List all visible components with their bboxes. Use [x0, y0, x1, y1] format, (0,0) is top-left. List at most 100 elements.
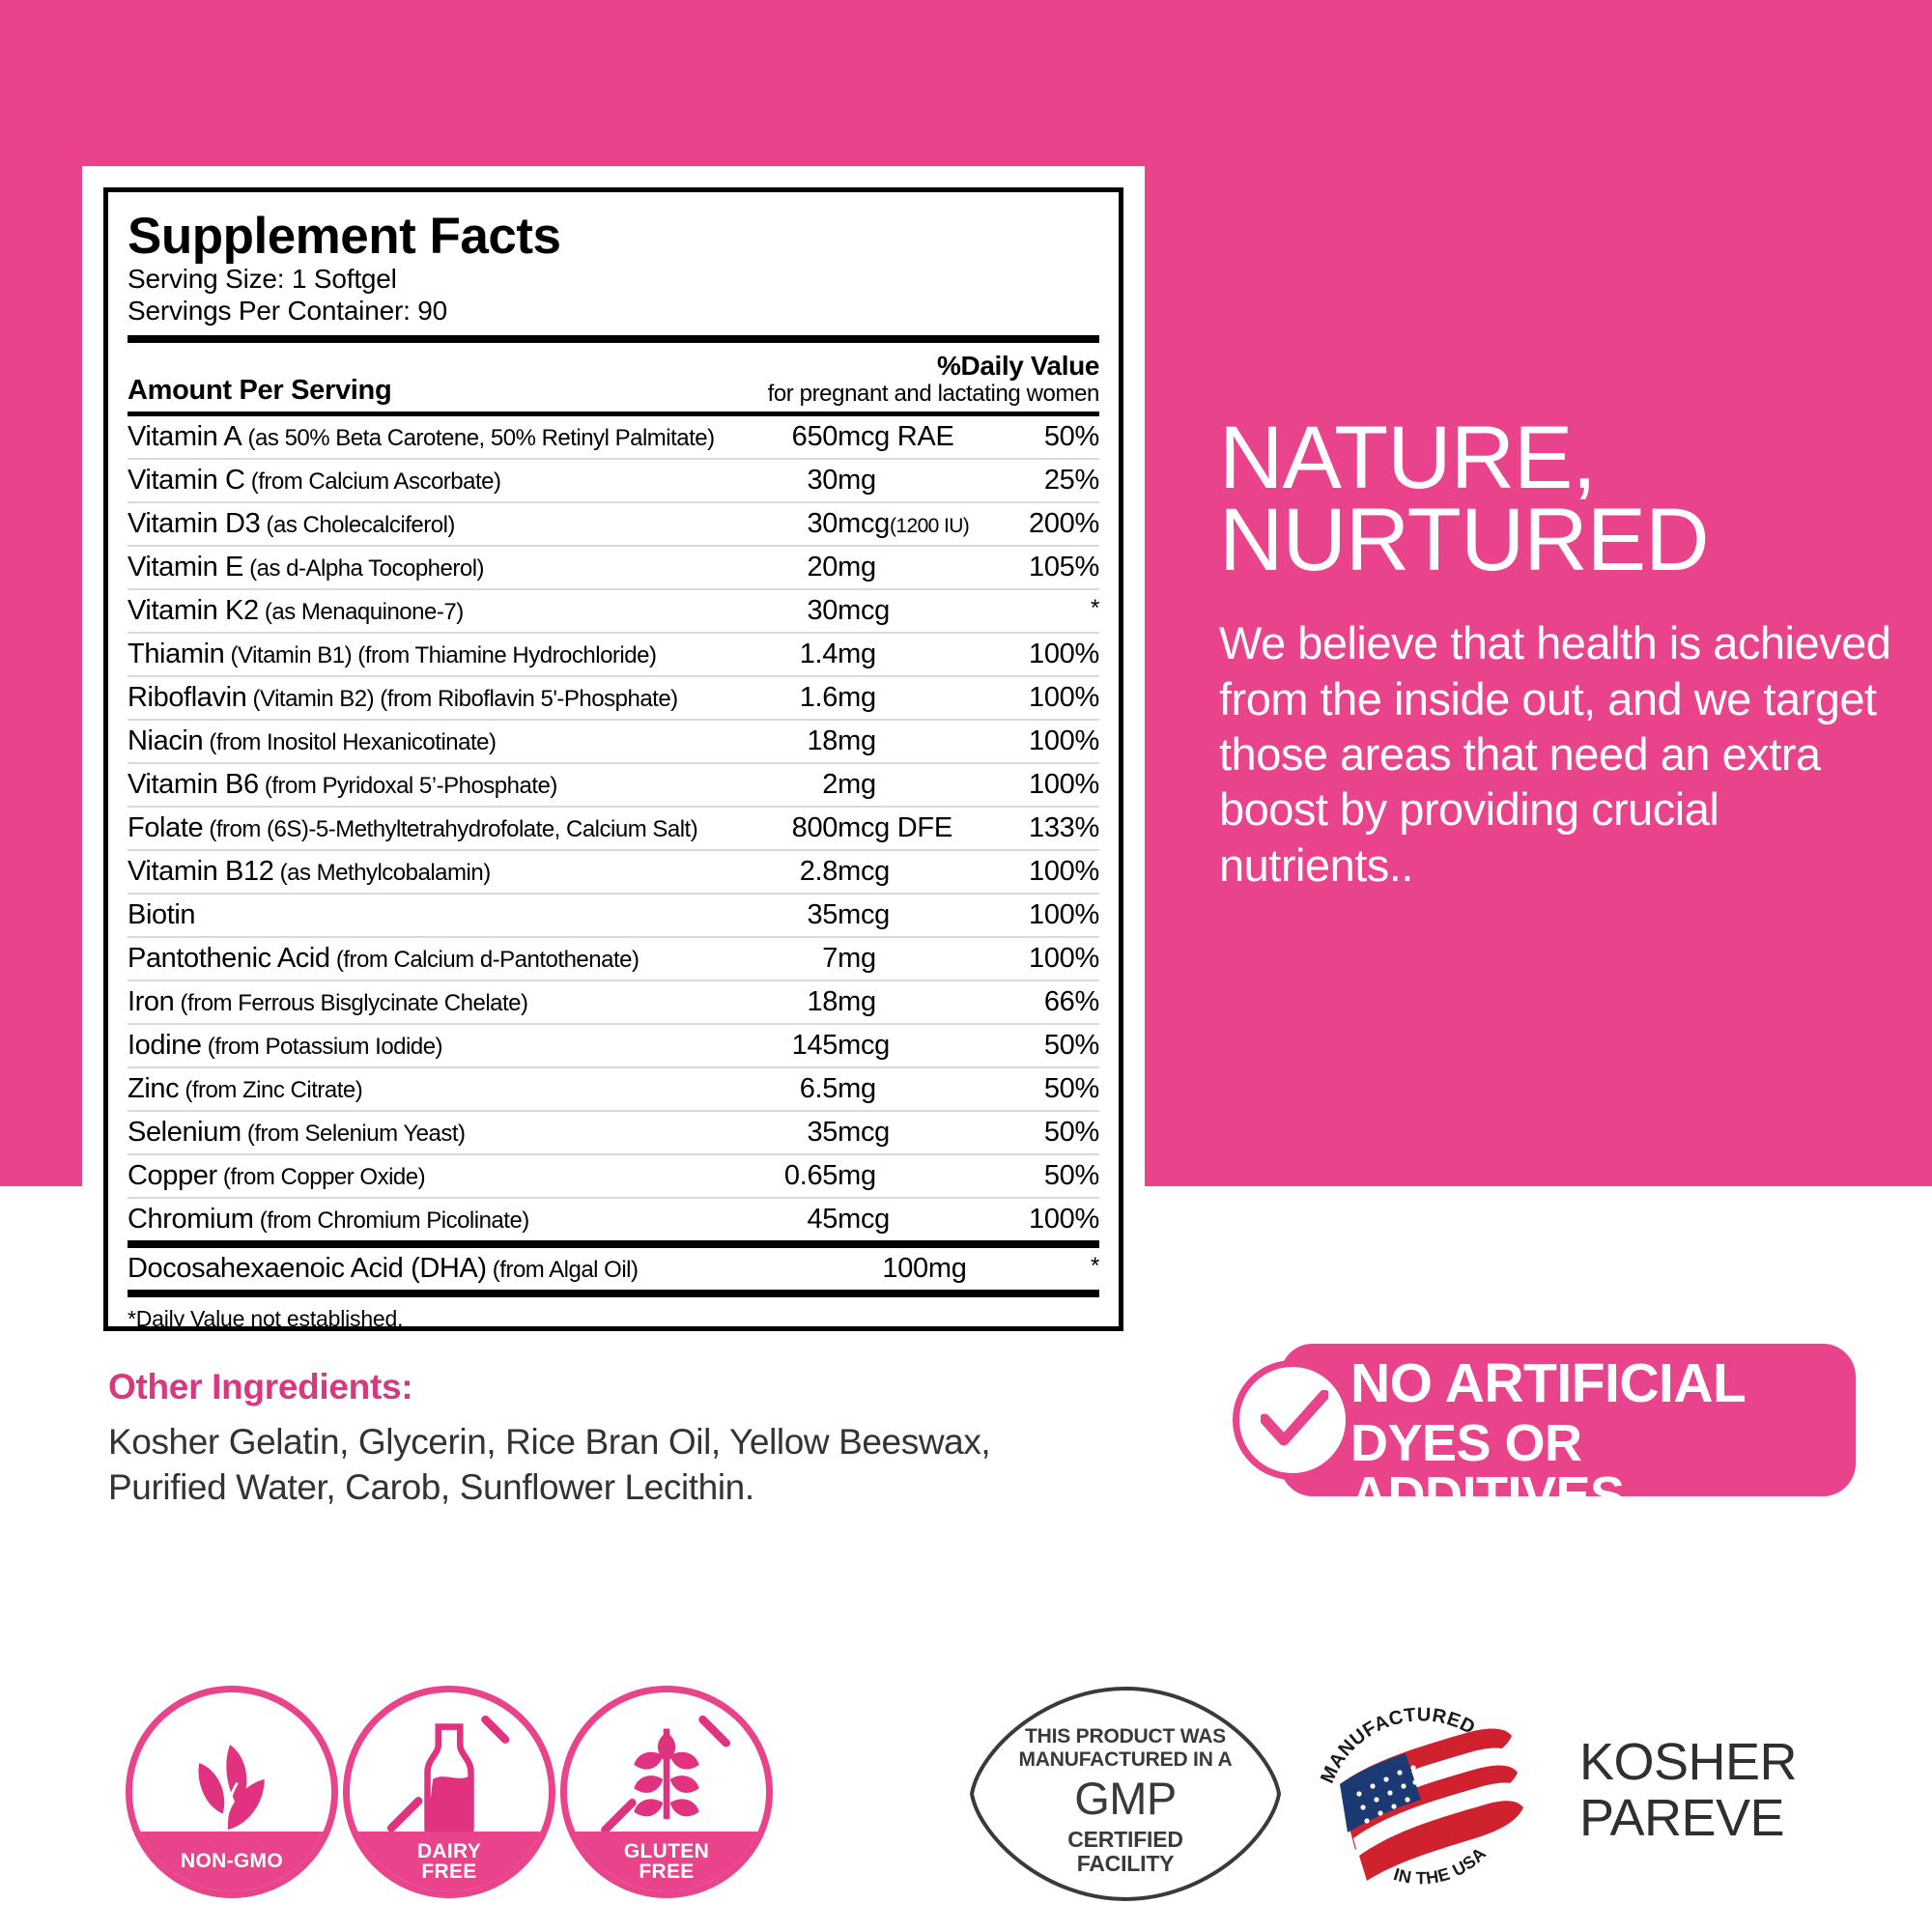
- nutrient-daily-value: 50%: [1043, 421, 1099, 453]
- nutrient-amount: 1.6: [778, 675, 838, 721]
- nutrient-source: (as Cholecalciferol): [260, 512, 455, 539]
- table-column-headers: Amount Per Serving %Daily Value for preg…: [128, 343, 1099, 412]
- gmp-certified-seal: THIS PRODUCT WAS MANUFACTURED IN A GMP C…: [966, 1683, 1285, 1905]
- nutrient-unit: mg: [838, 762, 983, 808]
- nutrient-row: Vitamin B12 (as Methylcobalamin) 2.8 mcg 10…: [128, 849, 1099, 895]
- nutrient-amount: 30: [778, 501, 838, 547]
- other-ingredients-body: Kosher Gelatin, Glycerin, Rice Bran Oil,…: [108, 1422, 991, 1508]
- nutrient-amount: 800: [778, 806, 838, 851]
- nutrient-unit: mcg: [838, 588, 983, 634]
- nutrient-daily-value: 100%: [983, 719, 1099, 764]
- nutrient-name: Riboflavin (Vitamin B2) (from Riboflavin…: [128, 675, 779, 721]
- kosher-line1: KOSHER: [1579, 1733, 1798, 1791]
- nutrient-name: Vitamin B6 (from Pyridoxal 5’-Phosphate): [128, 762, 779, 808]
- nutrient-name: Copper (from Copper Oxide): [128, 1153, 779, 1199]
- dye-badge-line2: DYES OR ADDITIVES: [1350, 1414, 1625, 1524]
- gmp-line4: FACILITY: [1076, 1851, 1175, 1877]
- nutrient-name: Iron (from Ferrous Bisglycinate Chelate): [128, 980, 779, 1025]
- nutrient-name: Iodine (from Potassium Iodide): [128, 1023, 779, 1068]
- nutrient-row: Selenium (from Selenium Yeast) 35 mcg 50%: [128, 1110, 1099, 1155]
- nutrient-source: (from Calcium Ascorbate): [244, 469, 501, 496]
- nutrient-unit: mcg: [838, 1197, 983, 1241]
- pink-background-panel-right: [1182, 0, 1932, 1186]
- nutrient-name: Docosahexaenoic Acid (DHA) (from Algal O…: [128, 1253, 639, 1285]
- nutrient-unit: mcg: [838, 1110, 983, 1155]
- nutrient-amount: 2.8: [778, 849, 838, 895]
- nutrient-amount: 30: [778, 588, 838, 634]
- promo-headline: NATURE, NURTURED: [1219, 409, 1895, 583]
- nutrient-daily-value: 200%: [983, 501, 1099, 547]
- nutrient-source: (from Chromium Picolinate): [253, 1208, 530, 1235]
- servings-per-container: Servings Per Container: 90: [128, 296, 447, 327]
- nutrient-row: Vitamin E (as d-Alpha Tocopherol) 20 mg 105…: [128, 545, 1099, 590]
- nutrient-name: Vitamin A (as 50% Beta Carotene, 50% Ret…: [128, 421, 716, 453]
- nutrient-source: (Vitamin B2) (from Riboflavin 5'-Phospha…: [246, 686, 679, 713]
- no-artificial-dyes-badge: [1280, 1344, 1856, 1496]
- nutrient-name: Selenium (from Selenium Yeast): [128, 1110, 779, 1155]
- nutrient-source: (from Algal Oil): [486, 1257, 639, 1284]
- nutrient-daily-value: 100%: [983, 675, 1099, 721]
- nutrient-row: Thiamin (Vitamin B1) (from Thiamine Hydr…: [128, 632, 1099, 677]
- seal-label-line1: GLUTEN: [623, 1839, 710, 1862]
- supplement-facts-card: Supplement Facts Serving Size: 1 Softgel…: [82, 166, 1145, 1352]
- nutrient-name: Vitamin D3 (as Cholecalciferol): [128, 501, 779, 547]
- nutrient-row: Vitamin A (as 50% Beta Carotene, 50% Ret…: [128, 416, 1099, 459]
- nutrient-daily-value: 50%: [983, 1153, 1099, 1199]
- divider-below-dha: [128, 1290, 1099, 1298]
- nutrient-unit: mcg: [838, 893, 983, 938]
- nutrient-row: Zinc (from Zinc Citrate) 6.5 mg 50%: [128, 1066, 1099, 1112]
- nutrient-source: (from Calcium d-Pantothenate): [329, 947, 639, 974]
- nutrient-daily-value: 25%: [983, 458, 1099, 503]
- manufactured-in-usa-seal: MANUFACTURED IN THE USA: [1299, 1676, 1541, 1918]
- nutrient-source: (as d-Alpha Tocopherol): [242, 555, 485, 582]
- nutrient-source: (as 50% Beta Carotene, 50% Retinyl Palmi…: [242, 425, 716, 452]
- nutrient-daily-value: 100%: [983, 893, 1099, 938]
- nutrient-row: Niacin (from Inositol Hexanicotinate) 18 m…: [128, 719, 1099, 764]
- kosher-line2: PAREVE: [1579, 1789, 1785, 1848]
- nutrient-unit: mg: [838, 1066, 983, 1112]
- nutrient-amount: 145: [778, 1023, 838, 1068]
- nutrient-daily-value: *: [1090, 1253, 1099, 1280]
- divider-above-dha: [128, 1240, 1099, 1249]
- nutrient-source: (from Selenium Yeast): [241, 1121, 466, 1148]
- promo-block: NATURE, NURTURED We believe that health …: [1219, 409, 1895, 893]
- seal-label-line1: NON-GMO: [181, 1850, 283, 1873]
- daily-value-header-line2: for pregnant and lactating women: [767, 380, 1100, 407]
- nutrient-unit: mg: [838, 936, 983, 981]
- nutrient-row: Biotin 35 mcg 100%: [128, 893, 1099, 938]
- nutrient-row: Vitamin D3 (as Cholecalciferol) 30 mcg(120…: [128, 501, 1099, 547]
- nutrient-source: (from Ferrous Bisglycinate Chelate): [174, 990, 528, 1017]
- divider-thick-top: [128, 335, 1099, 344]
- daily-value-header: %Daily Value for pregnant and lactating …: [767, 351, 1100, 407]
- nutrient-amount: 45: [778, 1197, 838, 1241]
- seal-label-gluten-free: GLUTEN FREE: [567, 1832, 766, 1891]
- amount-per-serving-header: Amount Per Serving: [128, 375, 392, 407]
- seal-label-line1: DAIRY: [416, 1839, 482, 1862]
- nutrient-daily-value: 133%: [983, 806, 1099, 851]
- nutrient-amount: 2: [778, 762, 838, 808]
- nutrient-amount: 30: [778, 458, 838, 503]
- nutrient-row: Iron (from Ferrous Bisglycinate Chelate)…: [128, 980, 1099, 1025]
- nutrient-row: Copper (from Copper Oxide) 0.65 mg 50%: [128, 1153, 1099, 1199]
- nutrient-amount: 35: [778, 893, 838, 938]
- nutrient-row: Pantothenic Acid (from Calcium d-Pantoth…: [128, 936, 1099, 981]
- nutrient-name: Zinc (from Zinc Citrate): [128, 1066, 779, 1112]
- seal-label-dairy-free: DAIRY FREE: [350, 1832, 549, 1891]
- nutrient-name: Thiamin (Vitamin B1) (from Thiamine Hydr…: [128, 632, 779, 677]
- seal-dairy-free: DAIRY FREE: [343, 1686, 555, 1898]
- promo-headline-line1: NATURE,: [1219, 409, 1597, 507]
- nutrient-name: Biotin: [128, 893, 779, 938]
- extra-nutrient-table: Docosahexaenoic Acid (DHA) (from Algal O…: [128, 1248, 1099, 1290]
- gmp-acronym: GMP: [1074, 1773, 1177, 1825]
- nutrient-unit: mcg DFE: [838, 806, 983, 851]
- nutrient-amount: 18: [778, 719, 838, 764]
- nutrient-row: Iodine (from Potassium Iodide) 145 mcg 50%: [128, 1023, 1099, 1068]
- nutrient-row: Docosahexaenoic Acid (DHA) (from Algal O…: [128, 1248, 1099, 1290]
- kosher-pareve-label: KOSHER PAREVE: [1579, 1733, 1798, 1848]
- nutrient-source: (Vitamin B1) (from Thiamine Hydrochlorid…: [224, 642, 657, 669]
- nutrient-row: Riboflavin (Vitamin B2) (from Riboflavin…: [128, 675, 1099, 721]
- other-ingredients-title: Other Ingredients:: [108, 1367, 413, 1406]
- seal-gluten-free: GLUTEN FREE: [560, 1686, 773, 1898]
- nutrient-name: Niacin (from Inositol Hexanicotinate): [128, 719, 779, 764]
- nutrient-unit: mg: [838, 675, 983, 721]
